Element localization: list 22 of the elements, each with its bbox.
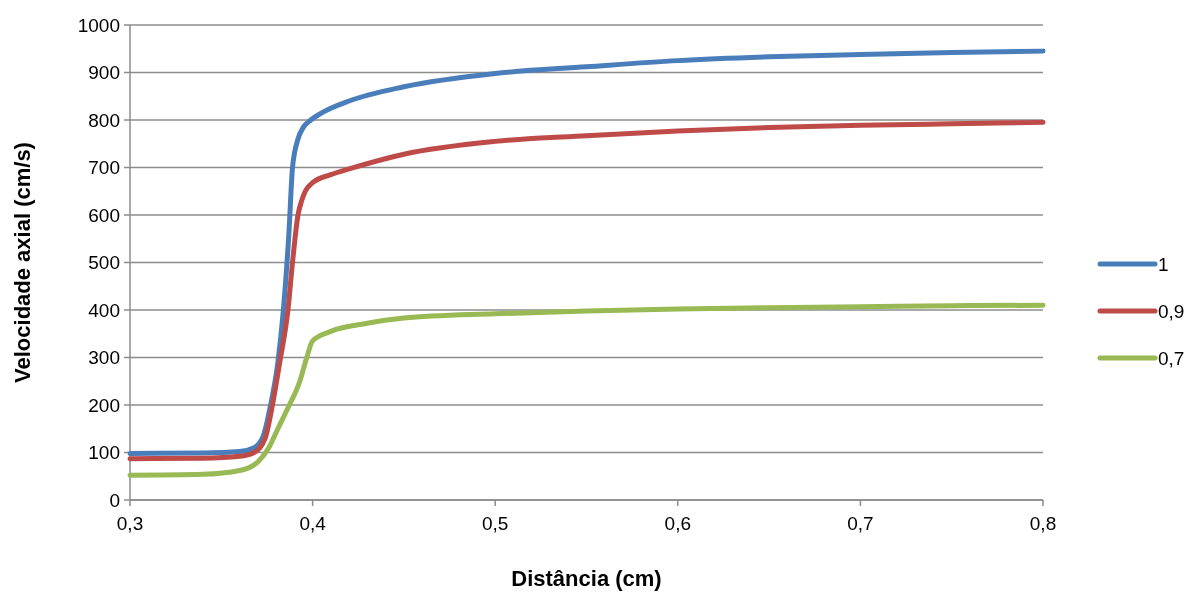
- x-tick-label: 0,5: [481, 513, 509, 534]
- x-tick-label: 0,3: [116, 513, 144, 534]
- y-tick-label: 600: [88, 204, 120, 226]
- x-tick-label: 0,7: [847, 513, 874, 534]
- y-tick-label: 700: [88, 157, 120, 179]
- legend-label: 0,7: [1158, 347, 1185, 369]
- y-tick-label: 300: [88, 347, 120, 369]
- y-tick-label: 100: [88, 442, 120, 464]
- y-tick-label: 200: [88, 394, 120, 416]
- x-tick-label: 0,8: [1029, 513, 1057, 534]
- x-tick-label: 0,6: [664, 513, 692, 534]
- legend-label: 1: [1158, 253, 1169, 275]
- y-tick-label: 800: [88, 109, 120, 131]
- y-tick-label: 900: [88, 62, 120, 84]
- x-tick-label: 0,4: [299, 513, 327, 534]
- y-axis-title: Velocidade axial (cm/s): [10, 142, 35, 383]
- legend-label: 0,9: [1158, 300, 1185, 322]
- y-tick-label: 1000: [77, 14, 120, 36]
- y-tick-label: 500: [88, 252, 120, 274]
- x-axis-title: Distância (cm): [511, 566, 662, 591]
- y-tick-label: 400: [88, 299, 120, 321]
- y-tick-label: 0: [109, 489, 120, 511]
